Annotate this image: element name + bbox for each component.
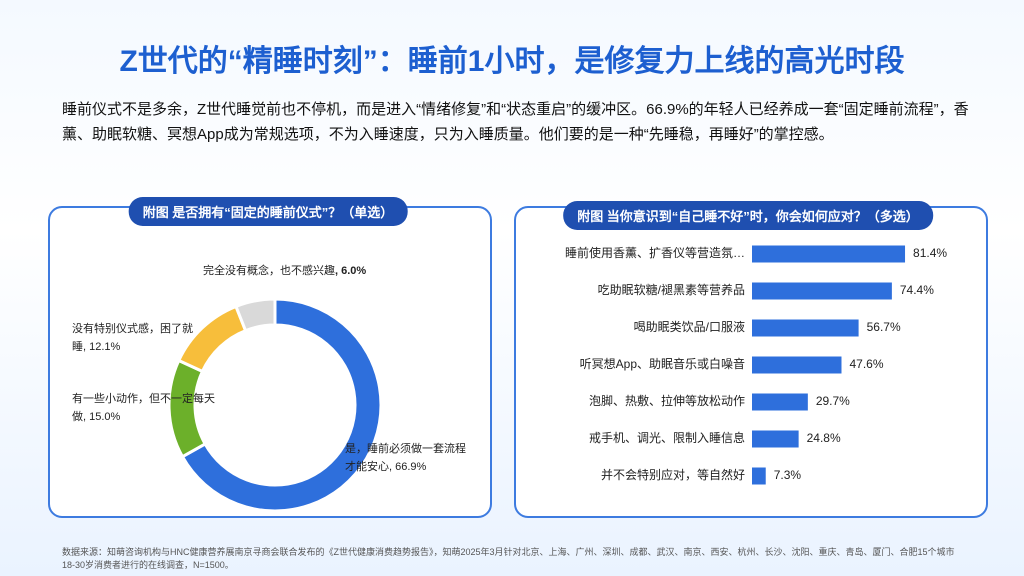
bar — [752, 430, 799, 448]
bar — [752, 282, 892, 300]
donut-slice — [180, 297, 383, 513]
source: 数据来源：知萌咨询机构与HNC健康营养展南京寻商会联合发布的《Z世代健康消费趋势… — [62, 547, 955, 570]
category-label: 是，睡前必须做一套流程才能安心 — [345, 443, 466, 473]
bar — [752, 245, 906, 263]
value-label: 7.3% — [774, 468, 802, 482]
category-label: 完全没有概念，也不感兴趣 — [203, 265, 335, 277]
title: Z世代的“精睡时刻”：睡前1小时，是修复力上线的高光时段 — [119, 45, 905, 78]
category-label: 有一些小动作，但不一定每天做 — [72, 393, 215, 423]
value-label: 15.0% — [83, 411, 120, 423]
category-label: 戒手机、调光、限制入睡信息 — [589, 430, 745, 445]
category-label: 听冥想App、助眠音乐或白噪音 — [580, 356, 745, 371]
bar — [752, 393, 808, 411]
bar — [752, 467, 766, 485]
chart-title: 附图 当你意识到“自己睡不好”时，你会如何应对？（多选） — [563, 201, 933, 230]
bar — [752, 356, 842, 374]
slice-label: 有一些小动作，但不一定每天做15.0% — [72, 390, 222, 426]
slice-label: 是，睡前必须做一套流程才能安心66.9% — [345, 440, 470, 476]
value-label: 29.7% — [816, 394, 850, 408]
value-label: 66.9% — [389, 461, 426, 473]
slice-label: 没有特别仪式感，困了就睡12.1% — [72, 320, 202, 356]
category-label: 泡脚、热敷、拉伸等放松动作 — [589, 393, 745, 408]
bar — [752, 319, 859, 337]
category-label: 没有特别仪式感，困了就睡 — [72, 323, 193, 353]
category-label: 吃助眠软糖/褪黑素等营养品 — [598, 282, 745, 297]
chart-title: 附图 是否拥有“固定的睡前仪式”？（单选） — [128, 197, 408, 226]
category-label: 喝助眠类饮品/口服液 — [634, 319, 745, 334]
category-label: 并不会特别应对，等自然好 — [601, 467, 745, 482]
value-label: 12.1% — [83, 341, 120, 353]
value-label: 56.7% — [867, 320, 901, 334]
panel-left — [48, 206, 492, 518]
slice-label: 完全没有概念，也不感兴趣6.0% — [203, 262, 403, 280]
value-label: 47.6% — [849, 357, 883, 371]
category-label: 睡前使用香薰、扩香仪等营造氛… — [565, 245, 745, 260]
donut-slice — [234, 297, 277, 333]
value-label: 24.8% — [807, 431, 841, 445]
value-label: 74.4% — [900, 283, 934, 297]
intro: 睡前仪式不是多余，Z世代睡觉前也不停机，而是进入“情绪修复”和“状态重启”的缓冲… — [62, 101, 969, 143]
value-label: 81.4% — [913, 246, 947, 260]
value-label: 6.0% — [335, 265, 366, 277]
